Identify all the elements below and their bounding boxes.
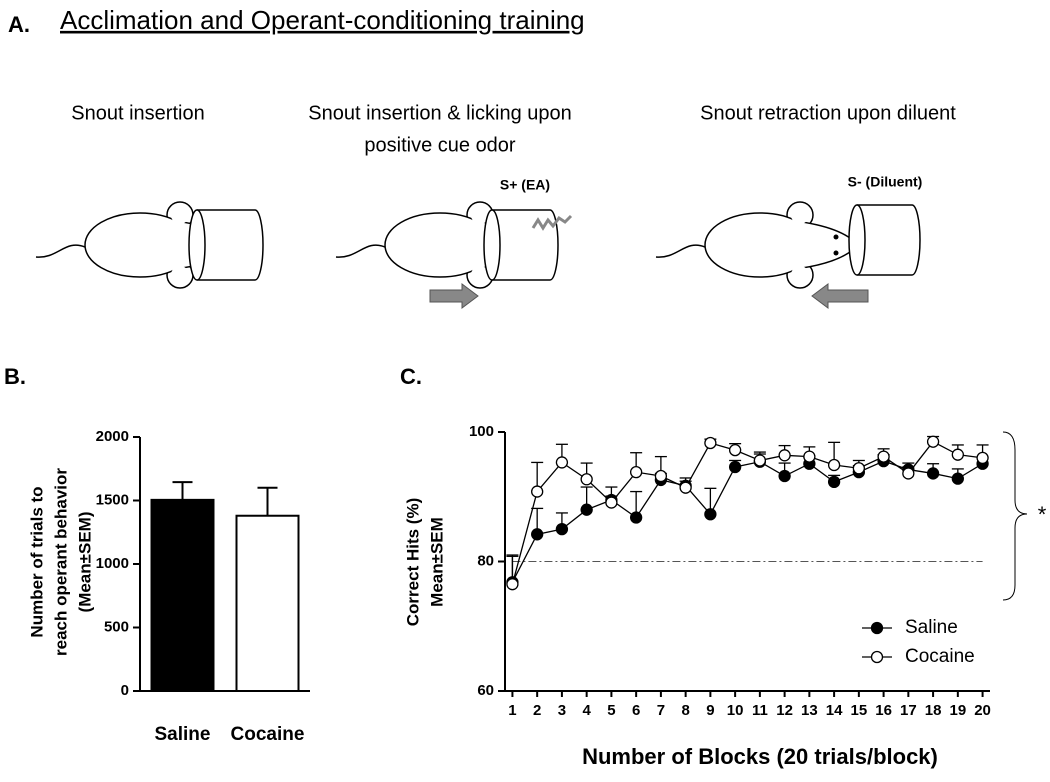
bar [235,514,300,692]
y-tick-label: 100 [469,423,494,440]
y-tick-label: 60 [477,682,494,699]
point [827,458,841,472]
legend-marker [870,621,884,635]
point [728,460,742,474]
legend-marker [870,650,884,664]
point [704,508,717,521]
point [654,469,668,483]
point [778,469,791,483]
x-tick-label: 5 [607,702,615,719]
arrow [811,283,869,309]
step-caption: Snout retraction upon diluent [700,102,956,124]
y-tick-label: 500 [104,618,129,635]
panel-title: Acclimation and Operant-conditioning tra… [60,5,585,35]
x-tick-label: 1 [508,702,516,719]
point [506,578,519,591]
x-tick-label: 16 [875,702,892,719]
point [951,472,964,485]
x-tick-label: 19 [949,702,966,719]
y-axis-label: Mean±SEM [427,517,446,607]
point [605,496,618,509]
x-tick-label: Cocaine [231,724,305,745]
point [926,435,940,448]
odor-port [188,209,264,281]
y-axis-label: reach operant behavior [51,468,70,656]
y-axis-label: Number of trials to [27,486,46,637]
point [555,456,569,469]
y-tick-label: 80 [477,552,494,569]
x-tick-label: 10 [727,702,744,719]
point [902,467,915,480]
odor-port [848,204,921,276]
point [976,451,989,465]
x-tick-label: 12 [776,702,793,719]
x-tick-label: 4 [582,702,591,719]
point [753,454,767,467]
x-tick-label: 17 [900,702,917,719]
x-tick-label: 13 [801,702,818,719]
legend-label: Saline [905,617,958,638]
x-tick-label: Saline [155,724,211,745]
point [827,475,841,489]
point [704,436,717,450]
odor-label: S+ (EA) [500,177,550,193]
legend-label: Cocaine [905,646,975,667]
point [629,511,643,524]
y-axis-label: Correct Hits (%) [403,498,422,626]
y-tick-label: 1000 [96,555,129,572]
x-tick-label: 3 [558,702,566,719]
y-axis-label: (Mean±SEM) [75,512,94,613]
bar [150,498,215,692]
y-tick-label: 1500 [96,491,129,508]
step-caption: Snout insertion & licking upon [308,102,572,124]
y-tick-label: 0 [121,682,129,699]
odor-label: S- (Diluent) [848,174,923,190]
panel-label: C. [400,364,422,389]
point [926,467,940,480]
y-tick-label: 2000 [96,428,129,445]
point [531,528,544,541]
point [728,443,742,457]
point [629,465,643,479]
odor-squiggle [531,214,573,231]
arrow [429,283,479,309]
panel-label: A. [8,12,30,37]
point [803,450,816,463]
point [555,522,569,536]
point [778,449,791,462]
point [679,481,692,494]
point [531,485,544,498]
point [580,473,593,486]
x-tick-label: 20 [974,702,991,719]
x-tick-label: 8 [681,702,689,719]
point [877,450,890,463]
x-tick-label: 2 [533,702,541,719]
x-tick-label: 18 [925,702,942,719]
significance-bracket [1002,431,1028,601]
significance-label: * [1038,502,1047,527]
step-caption: Snout insertion [71,102,204,124]
x-tick-label: 15 [851,702,868,719]
point [580,503,593,516]
mouse [655,201,865,289]
x-tick-label: 6 [632,702,640,719]
x-tick-label: 14 [826,702,843,719]
x-axis-label: Number of Blocks (20 trials/block) [582,744,938,769]
point [951,448,964,461]
x-tick-label: 9 [706,702,714,719]
step-caption: positive cue odor [364,134,516,156]
point [852,462,866,475]
x-tick-label: 11 [752,702,768,719]
panel-label: B. [4,364,26,389]
x-tick-label: 7 [657,702,665,719]
